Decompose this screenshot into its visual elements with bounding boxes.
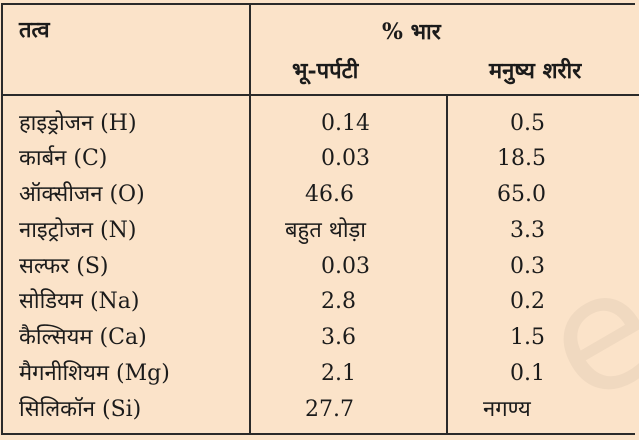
body-value: 3.3 <box>510 218 545 243</box>
element-name: सोडियम (Na) <box>19 289 140 314</box>
header-earth-crust: भू-पर्पटी <box>292 58 359 84</box>
body-value: 0.1 <box>510 361 545 386</box>
element-name: कैल्सियम (Ca) <box>19 325 147 350</box>
body-value: 65.0 <box>497 182 546 207</box>
body-value: 18.5 <box>497 146 546 171</box>
element-name: सिलिकॉन (Si) <box>19 397 142 422</box>
body-value: नगण्य <box>483 397 531 422</box>
element-name: कार्बन (C) <box>19 146 108 171</box>
element-name: सल्फर (S) <box>19 254 109 279</box>
body-value: 0.2 <box>510 289 545 314</box>
header-human-body: मनुष्य शरीर <box>489 58 582 84</box>
table-frame <box>1 3 635 435</box>
crust-value: 46.6 <box>305 182 354 207</box>
crust-value: बहुत थोड़ा <box>285 218 367 243</box>
crust-value: 0.03 <box>321 254 370 279</box>
body-value: 0.3 <box>510 254 545 279</box>
crust-value: 27.7 <box>305 397 354 422</box>
column-divider <box>446 95 448 435</box>
crust-value: 0.14 <box>321 111 370 136</box>
header-weight-percent: % भार <box>382 19 441 45</box>
body-value: 1.5 <box>510 325 545 350</box>
element-name: मैगनीशियम (Mg) <box>19 361 170 386</box>
crust-value: 2.1 <box>321 361 356 386</box>
crust-value: 0.03 <box>321 146 370 171</box>
element-name: ऑक्सीजन (O) <box>19 182 145 207</box>
element-name: नाइट्रोजन (N) <box>19 218 137 243</box>
column-divider <box>249 3 251 435</box>
header-divider <box>1 94 639 96</box>
crust-value: 3.6 <box>321 325 356 350</box>
crust-value: 2.8 <box>321 289 356 314</box>
header-element: तत्व <box>19 17 50 43</box>
element-name: हाइड्रोजन (H) <box>19 111 137 136</box>
body-value: 0.5 <box>510 111 545 136</box>
